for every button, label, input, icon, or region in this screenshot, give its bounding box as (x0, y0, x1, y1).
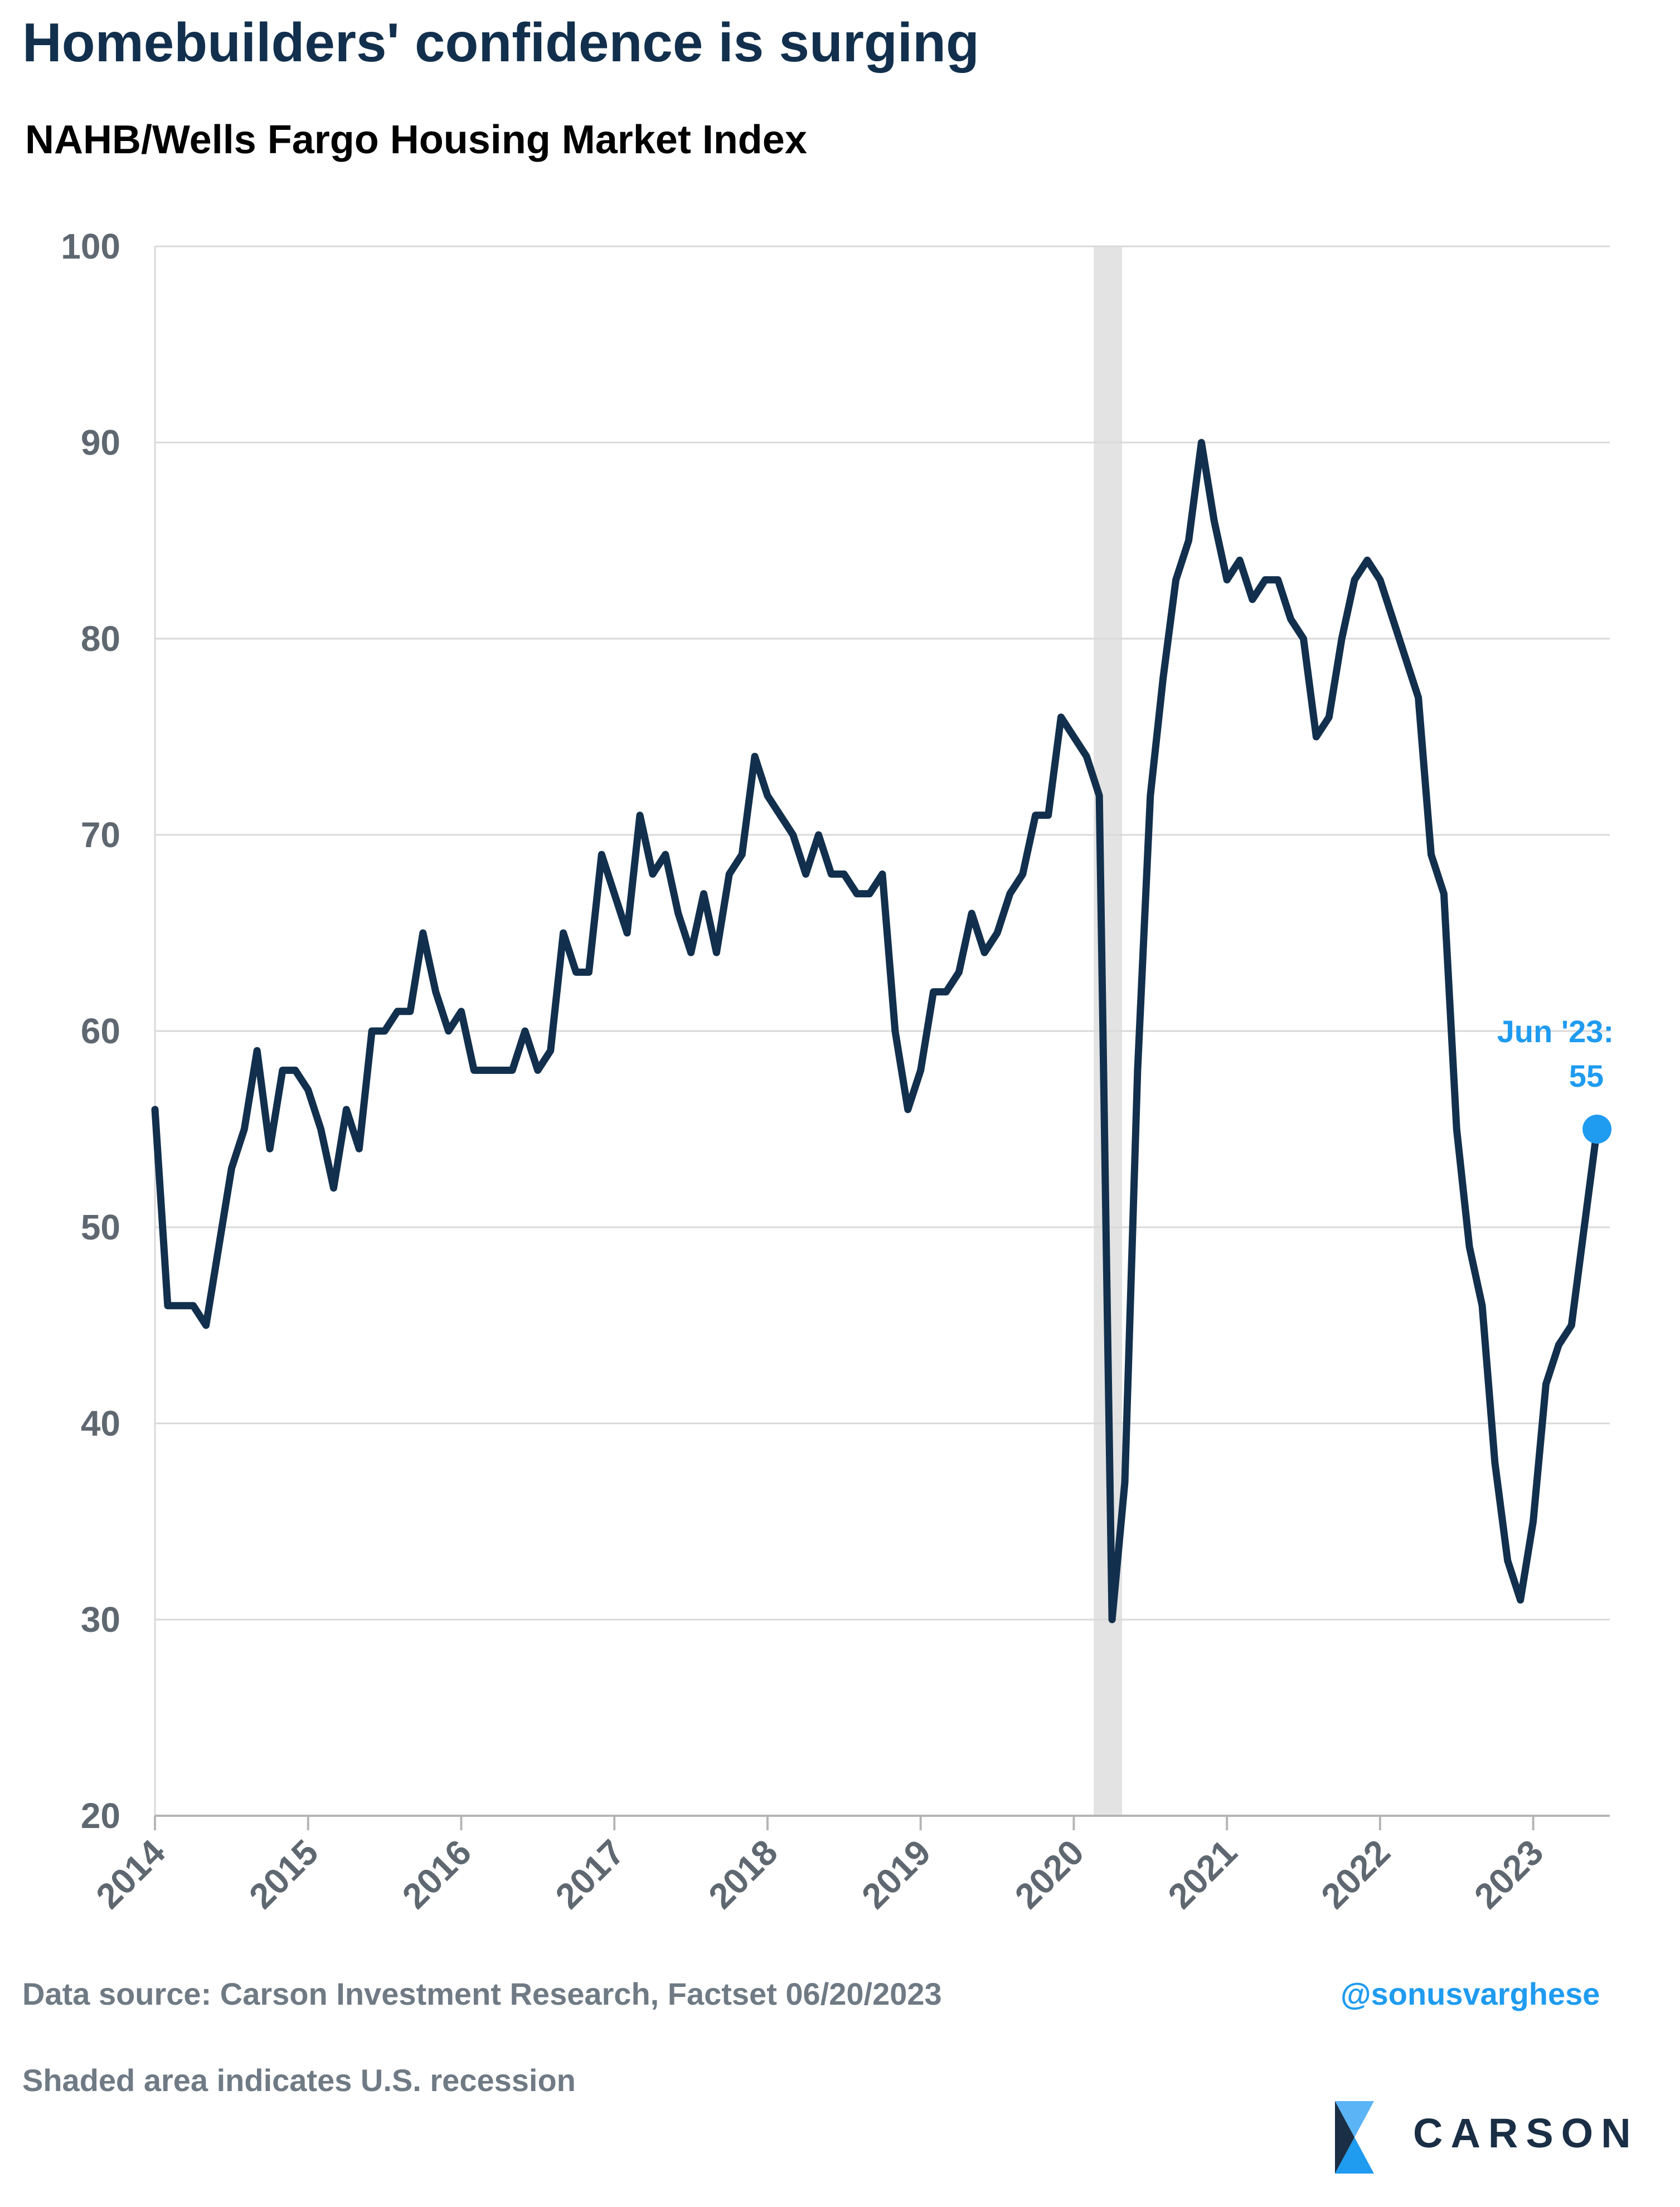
y-axis-tick-labels: 20 30 40 50 60 70 80 90 100 (61, 226, 120, 1836)
annotation-label-date: Jun '23: (1497, 1014, 1614, 1049)
gridlines (155, 245, 1610, 1621)
x-tick-label: 2022 (1313, 1832, 1398, 1917)
x-tick-label: 2015 (241, 1832, 326, 1917)
y-tick-label: 60 (81, 1011, 120, 1051)
twitter-handle-link[interactable]: @sonusvarghese (1341, 1976, 1600, 2011)
x-tick-label: 2023 (1467, 1832, 1551, 1917)
y-tick-label: 90 (81, 422, 120, 463)
y-tick-label: 80 (81, 619, 120, 659)
x-tick-label: 2020 (1007, 1832, 1092, 1917)
y-tick-label: 50 (81, 1207, 120, 1247)
recession-note: Shaded area indicates U.S. recession (22, 2063, 576, 2098)
annotation-label-value: 55 (1569, 1058, 1604, 1093)
y-tick-label: 30 (81, 1600, 120, 1640)
x-tick-label: 2021 (1160, 1832, 1245, 1917)
axes (154, 246, 1610, 1830)
chart-title: Homebuilders' confidence is surging (22, 12, 979, 73)
carson-logo-icon (1335, 2101, 1374, 2174)
data-source-text: Data source: Carson Investment Research,… (22, 1976, 942, 2011)
x-tick-label: 2016 (395, 1832, 479, 1917)
x-tick-label: 2018 (701, 1832, 785, 1917)
x-axis-tick-labels: 2014 2015 2016 2017 2018 2019 2020 2021 2022 2023 (88, 1832, 1551, 1917)
annotation-layer: Jun '23: 55 (1497, 1014, 1614, 1144)
chart-subtitle: NAHB/Wells Fargo Housing Market Index (25, 118, 807, 162)
x-tick-label: 2017 (548, 1832, 633, 1917)
series-layer (151, 439, 1601, 1623)
y-tick-label: 20 (81, 1796, 120, 1836)
y-tick-label: 40 (81, 1403, 120, 1443)
brand-name: CARSON (1413, 2110, 1639, 2156)
x-tick-label: 2014 (88, 1832, 173, 1917)
x-tick-label: 2019 (854, 1832, 939, 1917)
line-chart: 20 30 40 50 60 70 80 90 100 2014 2015 2016 2017 2018… (61, 226, 1614, 1917)
y-tick-label: 100 (61, 226, 120, 266)
y-tick-label: 70 (81, 815, 120, 855)
series-line (151, 439, 1601, 1623)
latest-point-marker (1582, 1115, 1612, 1144)
